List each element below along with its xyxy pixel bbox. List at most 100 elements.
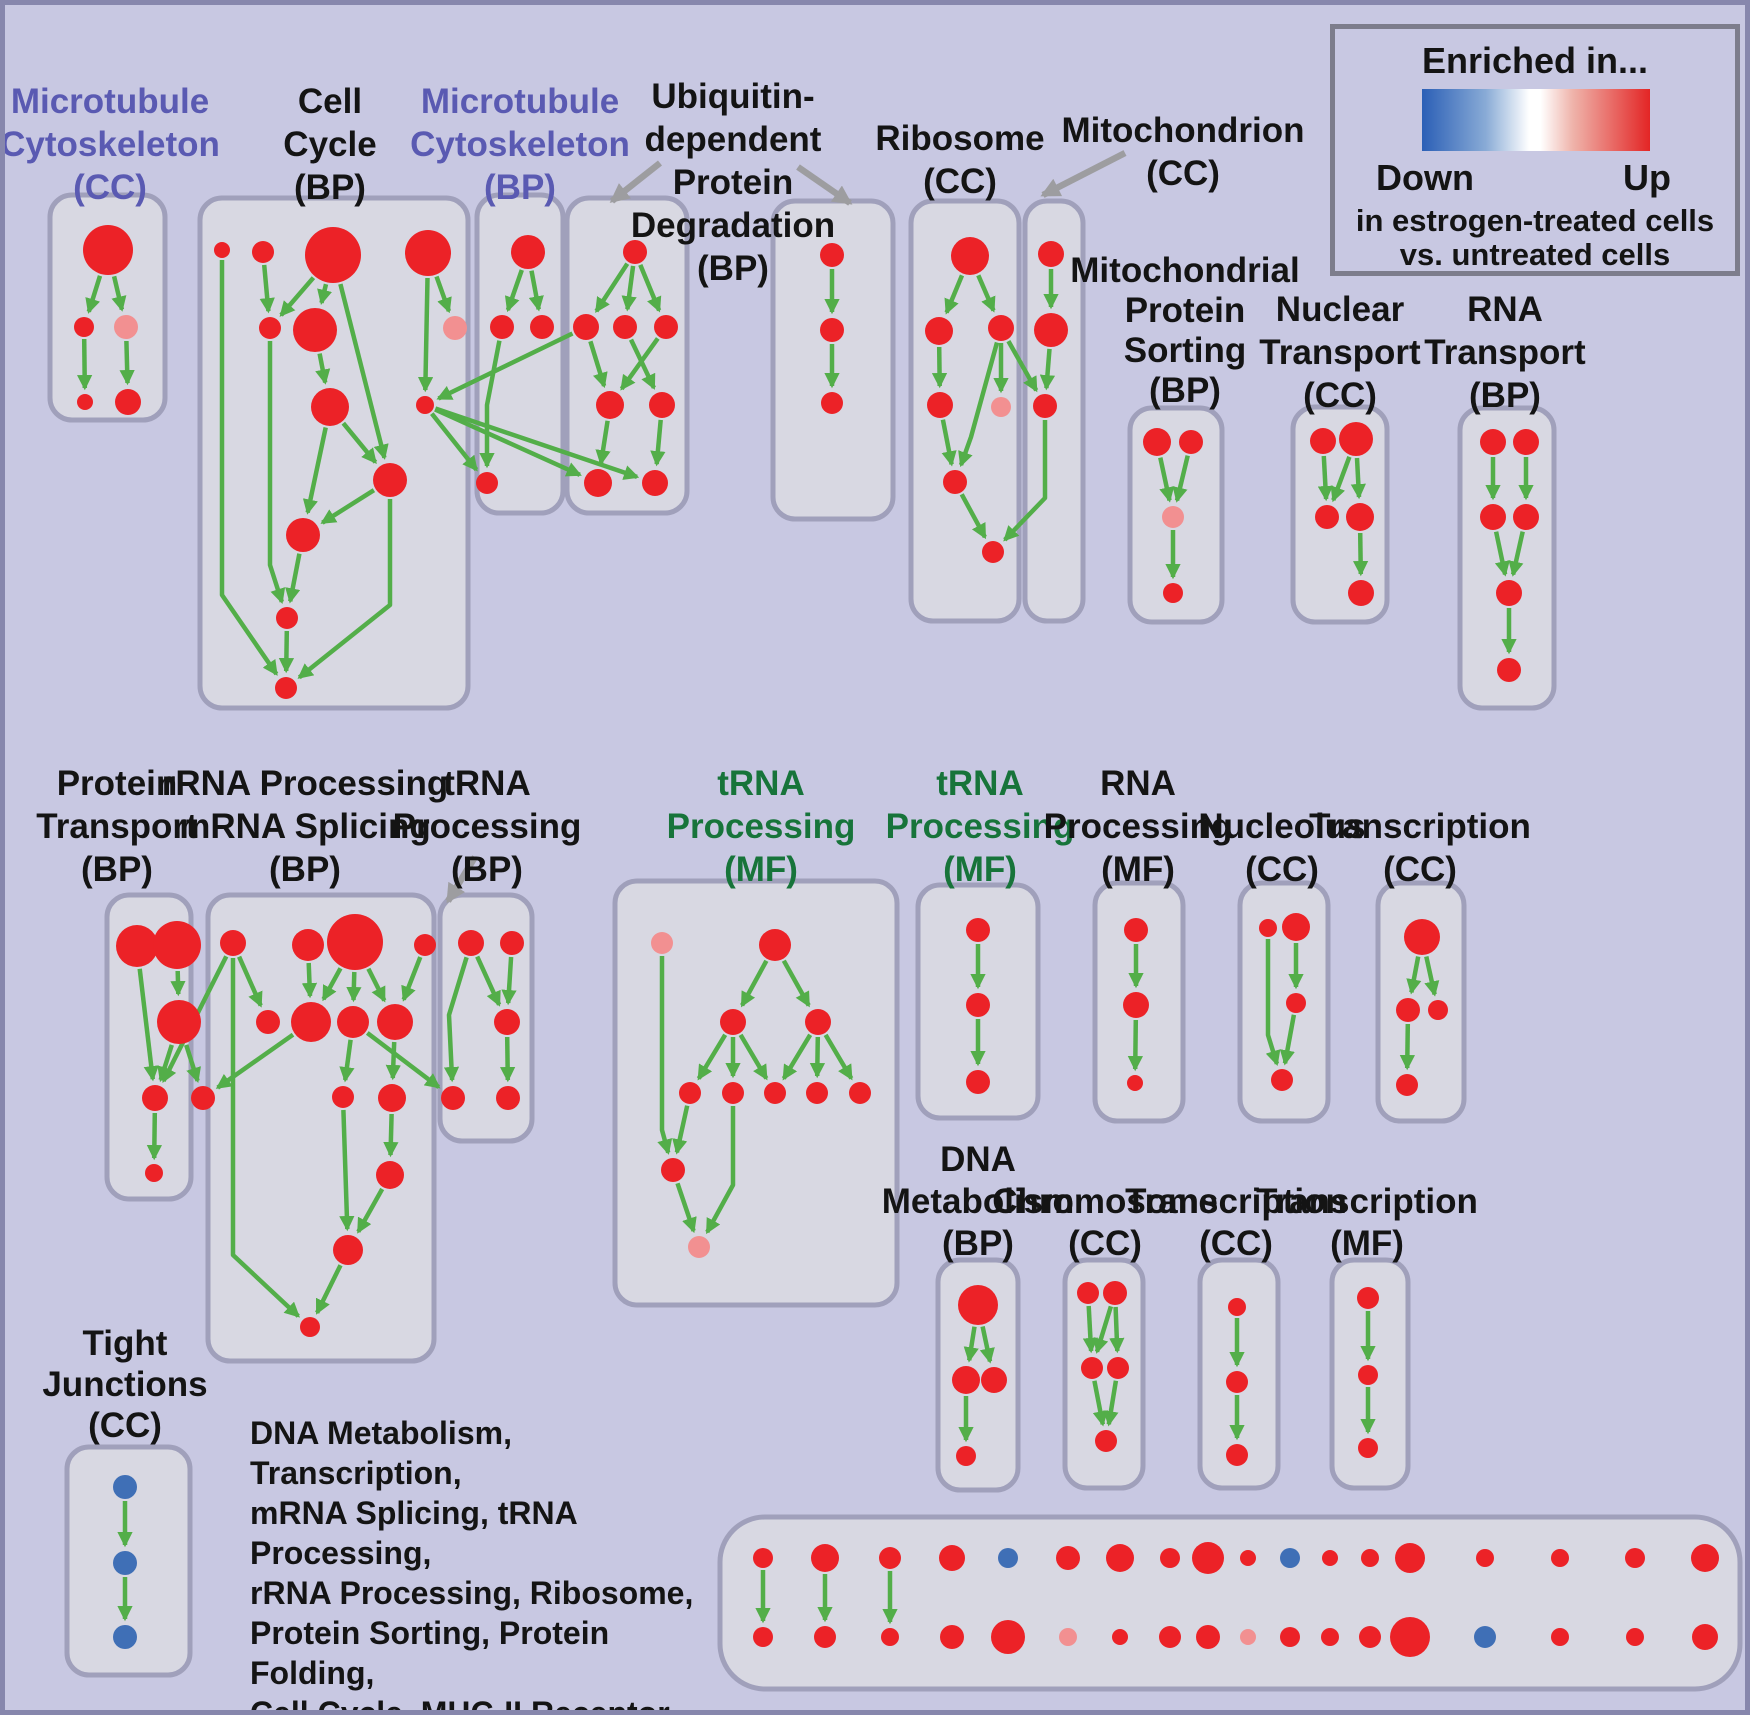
- go-term-node: [1127, 1075, 1143, 1091]
- go-term-node: [1359, 1626, 1381, 1648]
- go-term-node: [1163, 583, 1183, 603]
- go-term-node: [416, 396, 434, 414]
- edge-arrow: [696, 1033, 728, 1081]
- go-term-node: [500, 931, 524, 955]
- go-term-node: [1315, 505, 1339, 529]
- go-term-node: [1081, 1357, 1103, 1379]
- edge-arrow: [434, 275, 452, 314]
- go-term-node: [1404, 919, 1440, 955]
- go-term-node: [939, 1545, 965, 1571]
- go-term-node: [1059, 1628, 1077, 1646]
- edge-arrow: [1082, 1305, 1099, 1354]
- go-term-node: [820, 243, 844, 267]
- edge-arrow: [315, 353, 331, 385]
- go-term-node: [1192, 1542, 1224, 1574]
- go-term-node: [1396, 1074, 1418, 1096]
- cross-cluster-edge-arrow: [430, 412, 479, 472]
- cluster-box-rna-transport: [1457, 405, 1557, 711]
- go-term-node: [1196, 1625, 1220, 1649]
- go-term-node: [1271, 1069, 1293, 1091]
- edge-arrow: [301, 962, 318, 999]
- go-term-node: [1124, 918, 1148, 942]
- legend-up-label: Up: [1623, 157, 1671, 198]
- edge-arrow: [339, 1039, 355, 1083]
- edge-arrow: [976, 274, 996, 313]
- go-term-node: [982, 541, 1004, 563]
- go-term-node: [925, 317, 953, 345]
- go-network-diagram: [47, 150, 1743, 1692]
- go-term-node: [1428, 1000, 1448, 1020]
- go-term-node: [1179, 430, 1203, 454]
- go-term-node: [991, 1620, 1025, 1654]
- go-term-node: [476, 472, 498, 494]
- go-term-node: [722, 1082, 744, 1104]
- go-term-node: [490, 315, 514, 339]
- go-term-node: [377, 1004, 413, 1040]
- go-term-node: [956, 1446, 976, 1466]
- go-term-node: [1095, 1430, 1117, 1452]
- go-term-node: [1280, 1627, 1300, 1647]
- edge-arrow: [401, 956, 423, 1002]
- edge-arrow: [315, 1264, 343, 1315]
- edge-arrow: [823, 1033, 854, 1081]
- go-term-node: [1361, 1549, 1379, 1567]
- go-term-node: [1395, 1543, 1425, 1573]
- go-term-node: [1226, 1444, 1248, 1466]
- go-term-node: [1322, 1550, 1338, 1566]
- go-term-node: [1106, 1544, 1134, 1572]
- edge-arrow: [738, 1033, 769, 1081]
- edge-arrow: [1103, 1380, 1119, 1427]
- go-term-node: [1476, 1549, 1494, 1567]
- go-term-node: [373, 463, 407, 497]
- go-term-node: [252, 241, 274, 263]
- go-term-node: [879, 1547, 901, 1569]
- edge-arrow: [628, 338, 656, 390]
- cross-cluster-edge-arrow: [1003, 420, 1048, 542]
- go-term-node: [293, 308, 337, 352]
- edge-arrow: [219, 260, 279, 676]
- go-term-node: [1038, 241, 1064, 267]
- edge-arrow: [237, 955, 263, 1008]
- edge-arrow: [297, 499, 393, 680]
- legend-title: Enriched in...: [1421, 40, 1649, 81]
- go-term-node: [1259, 919, 1277, 937]
- edge-arrow: [705, 1106, 736, 1235]
- go-term-node: [259, 317, 281, 339]
- go-term-node: [764, 1082, 786, 1104]
- go-term-node: [613, 315, 637, 339]
- go-term-node: [753, 1548, 773, 1568]
- edge-arrow: [1508, 531, 1525, 577]
- go-term-node: [332, 1086, 354, 1108]
- edge-arrow: [657, 956, 673, 1155]
- edge-arrow: [85, 275, 103, 314]
- annotation-arrow-mitochondrion-label-to-box: [1040, 150, 1127, 198]
- edge-arrow: [781, 1033, 813, 1081]
- go-term-node: [405, 230, 451, 276]
- go-term-node: [1480, 504, 1506, 530]
- edge-arrow: [338, 283, 389, 460]
- go-term-node: [116, 925, 158, 967]
- cluster-box-trna-processing-mf-1: [612, 878, 900, 1308]
- edge-arrow: [366, 967, 387, 1003]
- go-term-node: [1358, 1438, 1378, 1458]
- edge-arrow: [137, 968, 159, 1082]
- go-term-node: [1357, 1287, 1379, 1309]
- go-term-node: [113, 1475, 137, 1499]
- go-term-node: [1162, 506, 1184, 528]
- edge-arrow: [285, 553, 302, 604]
- cross-cluster-edge-arrow: [184, 1044, 201, 1083]
- edge-arrow: [621, 265, 637, 312]
- go-term-node: [654, 315, 678, 339]
- go-term-node: [966, 993, 990, 1017]
- edge-arrow: [443, 956, 469, 1083]
- edge-arrow: [356, 1187, 385, 1234]
- go-term-node: [220, 930, 246, 956]
- go-term-node: [441, 1086, 465, 1110]
- edge-arrow: [1265, 939, 1281, 1066]
- go-term-node: [1692, 1624, 1718, 1650]
- go-term-node: [642, 470, 668, 496]
- go-term-node: [1691, 1544, 1719, 1572]
- go-term-node: [113, 1551, 137, 1575]
- go-term-node: [805, 1009, 831, 1035]
